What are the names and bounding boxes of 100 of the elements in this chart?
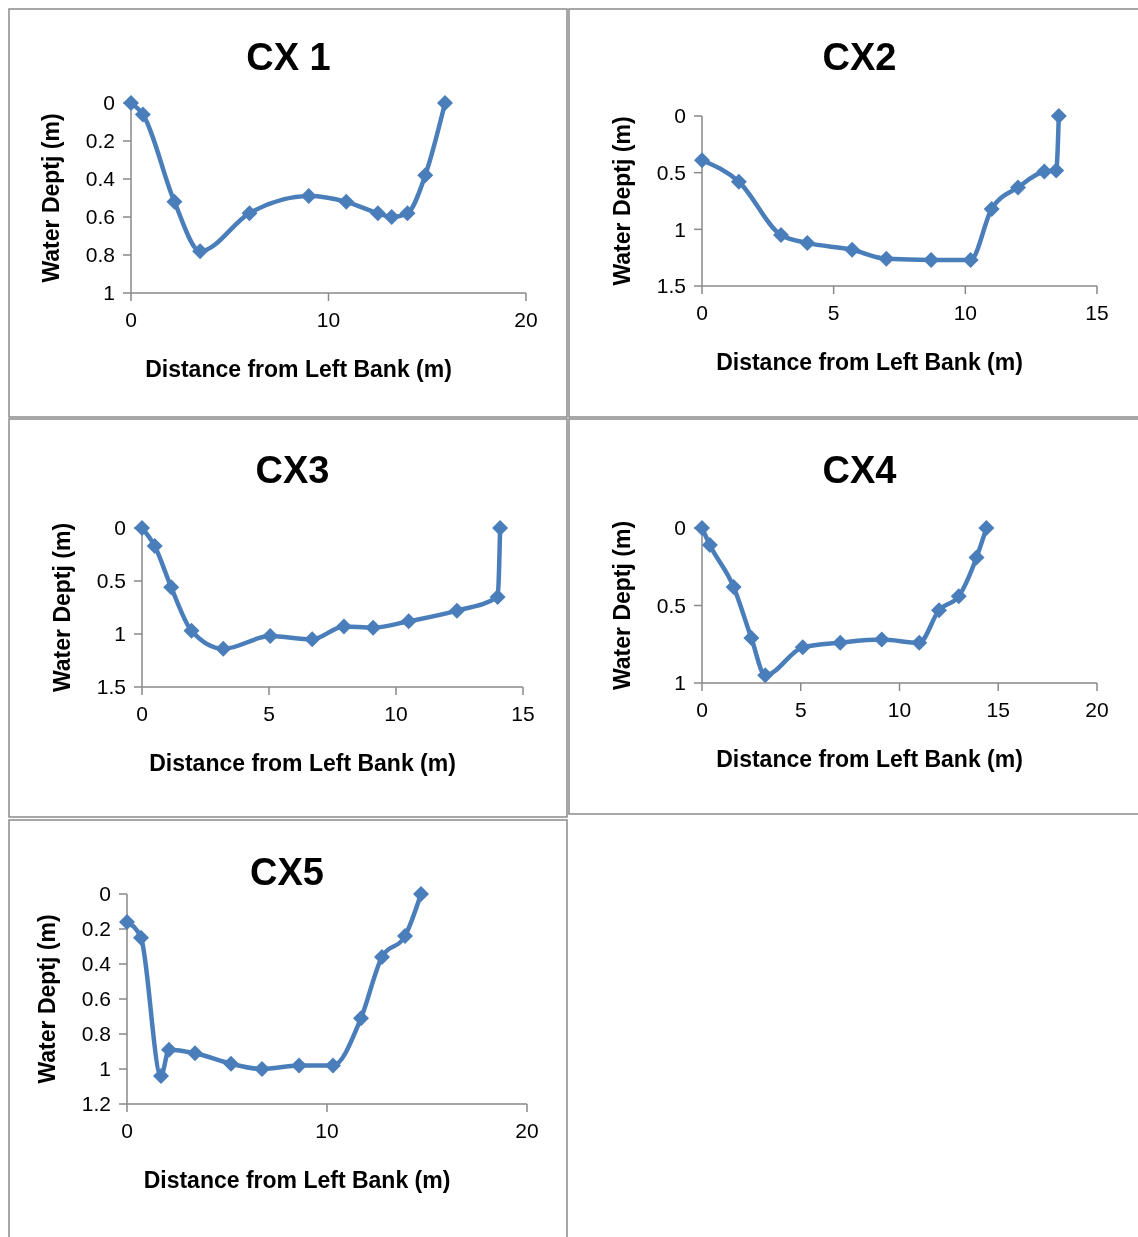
y-tick-label: 1 [99, 1057, 111, 1081]
point [983, 200, 1000, 217]
y-tick-label: 0.5 [96, 569, 126, 593]
y-tick-label: 0.2 [85, 129, 115, 153]
y-tick-label: 0.8 [81, 1022, 111, 1046]
x-tick-label: 10 [384, 702, 408, 725]
y-axis-title: Water Deptj (m) [49, 522, 75, 693]
x-axis-title: Distance from Left Bank (m) [716, 349, 1023, 375]
point [832, 634, 849, 651]
point [399, 205, 416, 222]
point [773, 227, 789, 243]
point [183, 622, 200, 639]
x-tick-label: 10 [316, 308, 341, 331]
point [161, 1041, 177, 1058]
point [701, 537, 718, 554]
point [192, 243, 209, 260]
point [134, 106, 151, 123]
point [743, 630, 760, 647]
point [223, 1055, 239, 1072]
point [262, 628, 279, 645]
y-tick-label: 0 [674, 516, 686, 540]
y-axis-title: Water Deptj (m) [38, 113, 64, 283]
y-tick-label: 0.6 [81, 987, 111, 1011]
point [400, 613, 417, 630]
point [119, 914, 135, 930]
chart-title: CX 1 [246, 36, 331, 78]
point [950, 588, 967, 605]
point [383, 209, 400, 225]
x-tick-label: 10 [315, 1119, 339, 1142]
x-tick-label: 0 [696, 698, 708, 721]
x-axis-title: Distance from Left Bank (m) [716, 746, 1023, 772]
point [133, 929, 149, 946]
x-tick-label: 5 [794, 698, 807, 721]
y-tick-label: 0 [103, 91, 115, 115]
point [1010, 179, 1026, 196]
point [353, 1010, 369, 1027]
x-tick-label: 15 [986, 698, 1010, 721]
y-tick-label: 0 [114, 516, 126, 540]
y-tick-label: 0.5 [656, 593, 686, 617]
point [878, 250, 895, 267]
point [799, 234, 816, 251]
x-tick-label: 0 [696, 301, 708, 324]
x-tick-label: 5 [827, 301, 840, 324]
point [730, 173, 747, 190]
point [397, 928, 413, 944]
point [1048, 162, 1065, 179]
point [187, 1045, 203, 1062]
point [304, 631, 321, 648]
x-axis-title: Distance from Left Bank (m) [149, 750, 456, 776]
x-tick-label: 20 [515, 1119, 539, 1142]
y-tick-label: 0 [99, 882, 111, 906]
point [300, 188, 317, 205]
point [146, 538, 163, 555]
y-tick-label: 1.5 [656, 274, 686, 298]
point [873, 631, 890, 648]
y-tick-label: 0.2 [81, 917, 111, 941]
chart-title: CX2 [822, 36, 897, 78]
point [335, 618, 352, 635]
y-tick-label: 0.8 [85, 243, 115, 267]
y-tick-label: 0.5 [656, 161, 686, 185]
point [931, 602, 947, 619]
x-axis-title: Distance from Left Bank (m) [143, 1167, 451, 1193]
point [1050, 108, 1067, 124]
point [725, 578, 742, 595]
point [489, 588, 506, 605]
x-tick-label: 10 [953, 301, 978, 324]
point [962, 251, 979, 268]
point [844, 241, 861, 258]
y-tick-label: 0 [674, 104, 686, 128]
point [163, 579, 180, 596]
y-tick-label: 0.4 [85, 167, 116, 191]
chart-title: CX4 [822, 449, 897, 491]
y-tick-label: 1.5 [96, 675, 126, 699]
chart-title: CX5 [250, 851, 324, 893]
y-tick-label: 0.6 [85, 205, 115, 229]
point [413, 886, 429, 902]
point [1036, 163, 1053, 180]
x-tick-label: 10 [887, 698, 912, 721]
x-tick-label: 15 [511, 702, 535, 725]
x-tick-label: 0 [136, 702, 148, 725]
x-tick-label: 20 [514, 308, 538, 331]
y-tick-label: 1 [103, 281, 115, 305]
point [492, 520, 509, 536]
x-axis-title: Distance from Left Bank (m) [145, 356, 452, 382]
chart-title: CX3 [255, 449, 330, 491]
point [694, 152, 710, 169]
point [241, 205, 258, 222]
point [365, 619, 382, 636]
y-axis-title: Water Deptj (m) [34, 914, 60, 1084]
y-tick-label: 1 [674, 217, 686, 241]
x-tick-label: 20 [1085, 698, 1109, 721]
y-tick-label: 1.2 [81, 1092, 111, 1116]
y-tick-label: 1 [674, 671, 686, 695]
point [757, 667, 774, 684]
point [374, 949, 390, 965]
point [417, 167, 434, 184]
point [968, 549, 985, 566]
point [215, 640, 232, 657]
point [325, 1057, 341, 1074]
point [369, 205, 386, 222]
